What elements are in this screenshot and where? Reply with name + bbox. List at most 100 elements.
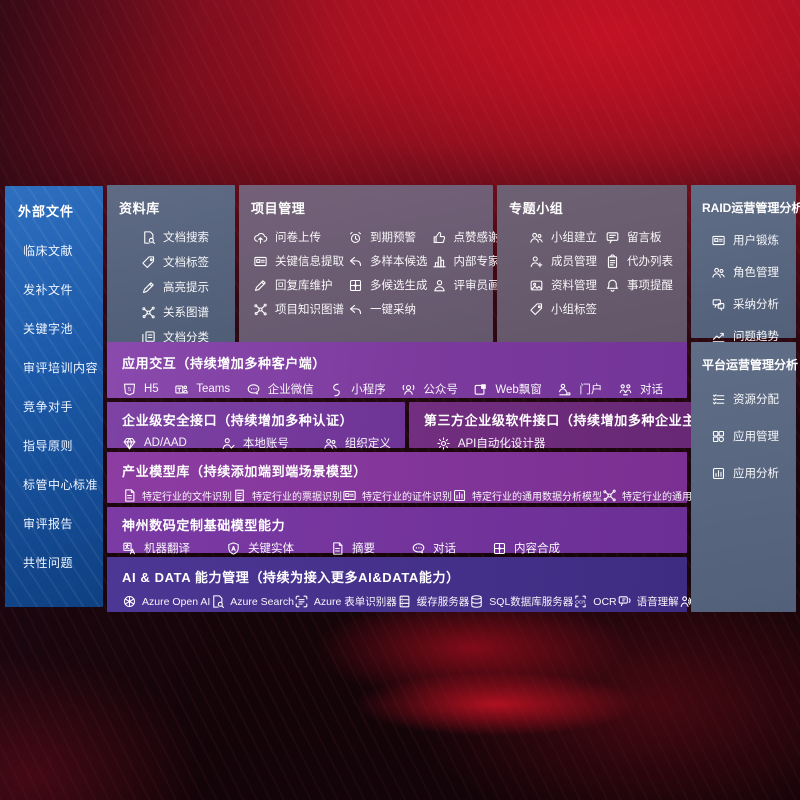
auth-item[interactable]: AD/AAD	[122, 436, 187, 451]
item-label: SQL数据库服务器	[489, 596, 574, 608]
foundation-item[interactable]: 关键实体	[226, 540, 294, 556]
client-item[interactable]: 对话	[618, 381, 663, 397]
group-item[interactable]: 小组建立	[529, 229, 605, 245]
external-file-item[interactable]: 审评培训内容	[23, 361, 99, 375]
auth-item[interactable]: 本地账号	[221, 435, 289, 451]
tag-icon	[141, 255, 156, 270]
item-label: 特定行业的通用数据分析模型	[472, 492, 602, 503]
groups-grid: 小组建立 留言板 成员管理 代办列表 资料管理 事项提醒 小组标签	[529, 229, 673, 317]
reply-icon	[348, 254, 363, 269]
project-item[interactable]: 评审员画像	[432, 277, 523, 293]
grid4-icon	[492, 541, 507, 556]
raid-item[interactable]: 用户锻炼	[711, 232, 790, 248]
library-item[interactable]: 文档标签	[141, 254, 225, 270]
client-item[interactable]: Web飘窗	[473, 381, 542, 397]
security-title: 企业级安全接口（持续增加多种认证）	[122, 413, 354, 428]
platform-item[interactable]: 应用分析	[711, 465, 790, 481]
library-item[interactable]: 高亮提示	[141, 279, 225, 295]
aidata-item[interactable]: SQL数据库服务器	[469, 594, 573, 609]
model-item[interactable]: 特定行业的文件识别	[122, 488, 232, 503]
item-label: Teams	[196, 383, 231, 395]
api-sections: 企业级安全接口（持续增加多种认证） AD/AAD 本地账号 组织定义 第三方企业级软…	[107, 402, 792, 451]
project-item[interactable]: 多候选生成	[348, 277, 428, 293]
raid-item[interactable]: 采纳分析	[711, 296, 790, 312]
library-item[interactable]: 文档分类	[141, 329, 225, 345]
person-add-icon	[529, 254, 544, 269]
group-item[interactable]: 事项提醒	[605, 277, 673, 293]
foundation-item[interactable]: 机器翻译	[122, 540, 190, 556]
item-label: 一键采纳	[370, 304, 416, 316]
thumb-icon	[432, 230, 447, 245]
project-item[interactable]: 到期预警	[348, 229, 428, 245]
group-item[interactable]: 代办列表	[605, 253, 673, 269]
raid-item[interactable]: 问题趋势	[711, 328, 790, 344]
client-item[interactable]: 公众号	[401, 381, 458, 397]
external-file-item[interactable]: 标管中心标准	[23, 478, 99, 492]
group-item[interactable]: 成员管理	[529, 253, 605, 269]
external-file-item[interactable]: 审评报告	[23, 517, 74, 531]
aidata-item[interactable]: OCR	[573, 594, 617, 609]
group-item[interactable]: 留言板	[605, 229, 673, 245]
thirdparty-item[interactable]: API自动化设计器	[436, 435, 545, 451]
platform-list: 资源分配应用管理应用分析	[711, 391, 790, 481]
aidata-list: Azure Open AI Azure Search Azure 表单识别器 缓存服务…	[122, 594, 718, 609]
item-label: Azure Open AI	[142, 595, 211, 608]
project-item[interactable]: 多样本候选	[348, 253, 428, 269]
project-item[interactable]: 一键采纳	[348, 301, 428, 317]
client-item[interactable]: 企业微信	[246, 381, 314, 397]
item-label: 门户	[579, 384, 603, 396]
auth-item[interactable]: 组织定义	[323, 435, 391, 451]
model-item[interactable]: 特定行业的通用知识图谱模型	[602, 488, 752, 503]
aidata-item[interactable]: Azure 表单识别器	[294, 594, 397, 609]
appgrid-icon	[711, 429, 726, 444]
item-label: 本地账号	[242, 438, 289, 450]
client-item[interactable]: H5	[122, 382, 159, 397]
external-file-item[interactable]: 临床文献	[23, 244, 74, 258]
item-label: 机器翻译	[144, 543, 190, 555]
board-icon	[605, 230, 620, 245]
group-item[interactable]: 资料管理	[529, 277, 605, 293]
model-item[interactable]: 特定行业的证件识别	[342, 488, 452, 503]
project-item[interactable]: 关键信息提取	[253, 253, 344, 269]
project-item[interactable]: 问卷上传	[253, 229, 344, 245]
project-item[interactable]: 项目知识图谱	[253, 301, 344, 317]
dialog-icon	[618, 382, 633, 397]
client-item[interactable]: Teams	[174, 382, 230, 397]
window-icon	[473, 382, 488, 397]
item-label: 采纳分析	[733, 299, 779, 311]
aidata-item[interactable]: 缓存服务器	[397, 594, 469, 609]
doc-search-icon	[141, 230, 156, 245]
project-item[interactable]: 点赞感谢	[432, 229, 523, 245]
group-item[interactable]: 小组标签	[529, 301, 605, 317]
item-label: 语音理解	[636, 596, 679, 608]
foundation-item[interactable]: 内容合成	[492, 540, 560, 556]
aidata-item[interactable]: Azure Open AI	[122, 594, 210, 609]
external-file-item[interactable]: 指导原则	[23, 439, 74, 453]
aidata-title: AI & DATA 能力管理（持续为接入更多AI&DATA能力）	[122, 570, 460, 585]
foundation-item[interactable]: 对话	[411, 540, 456, 556]
model-item[interactable]: 特定行业的通用数据分析模型	[452, 488, 602, 503]
library-title: 资料库	[119, 201, 160, 216]
external-file-item[interactable]: 竞争对手	[23, 400, 74, 414]
library-item[interactable]: 文档搜索	[141, 229, 225, 245]
external-file-item[interactable]: 关键字池	[23, 322, 74, 336]
person-check-icon	[221, 436, 236, 451]
shield-a-icon	[226, 541, 241, 556]
project-item[interactable]: 回复库维护	[253, 277, 344, 293]
portal-icon	[557, 382, 572, 397]
aidata-item[interactable]: 语音理解	[617, 594, 679, 609]
right-panels: RAID运营管理分析 用户锻炼 角色管理 采纳分析 问题趋势 平台运营管理分析 资源分…	[691, 185, 800, 612]
client-item[interactable]: 门户	[557, 381, 602, 397]
aidata-item[interactable]: Azure Search	[210, 594, 294, 609]
foundation-item[interactable]: 摘要	[330, 540, 375, 556]
model-item[interactable]: 特定行业的票据识别	[232, 488, 342, 503]
client-item[interactable]: 小程序	[329, 381, 386, 397]
item-label: 多候选生成	[370, 280, 428, 292]
platform-item[interactable]: 应用管理	[711, 428, 790, 444]
platform-item[interactable]: 资源分配	[711, 391, 790, 407]
library-item[interactable]: 关系图谱	[141, 304, 225, 320]
raid-item[interactable]: 角色管理	[711, 264, 790, 280]
section-ai-data: AI & DATA 能力管理（持续为接入更多AI&DATA能力） Azure O…	[107, 557, 718, 612]
external-file-item[interactable]: 共性问题	[23, 556, 74, 570]
external-file-item[interactable]: 发补文件	[23, 283, 74, 297]
